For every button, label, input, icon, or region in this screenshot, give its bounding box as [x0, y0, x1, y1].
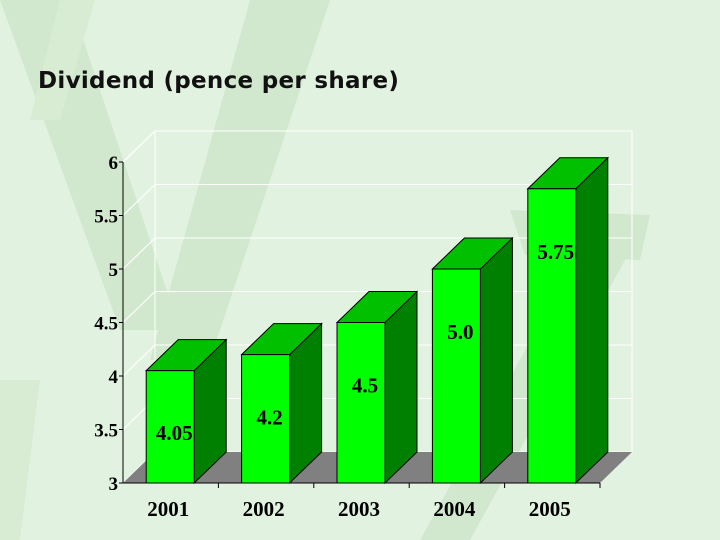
bar-front — [241, 354, 291, 484]
data-label: 5.0 — [447, 320, 473, 344]
bar-front — [145, 370, 195, 484]
bar-front — [527, 188, 577, 484]
y-tick-label: 4.5 — [94, 314, 118, 335]
x-category-label: 2005 — [529, 497, 571, 521]
gridline-side — [122, 184, 156, 216]
x-category-label: 2002 — [243, 497, 285, 521]
y-tick-label: 4 — [109, 367, 119, 388]
chart-title: Dividend (pence per share) — [38, 68, 400, 94]
y-tick-label: 3 — [109, 474, 119, 495]
bar-2002 — [240, 322, 323, 485]
bar-front — [431, 268, 481, 484]
data-label: 5.75 — [537, 240, 574, 264]
bar-side — [479, 236, 513, 485]
x-category-label: 2004 — [433, 497, 476, 521]
bar-2004 — [431, 236, 514, 485]
gridline-side — [122, 237, 156, 270]
bar-2001 — [144, 338, 228, 485]
x-category-label: 2001 — [147, 497, 189, 521]
data-label: 4.05 — [156, 421, 193, 445]
y-tick-label: 3.5 — [94, 421, 118, 442]
y-tick-label: 5.5 — [94, 207, 118, 228]
gridline-side — [122, 130, 156, 163]
bar-2005 — [526, 156, 610, 485]
bar-front — [336, 322, 386, 484]
data-label: 4.2 — [256, 406, 282, 430]
gridline-side — [122, 291, 156, 323]
y-tick-label: 6 — [109, 153, 119, 174]
gridline-side — [122, 344, 156, 377]
data-label: 4.5 — [352, 374, 378, 398]
bar-2003 — [335, 290, 419, 485]
y-tick-label: 5 — [109, 260, 119, 281]
bar-side — [384, 290, 418, 485]
bar-side — [575, 156, 609, 485]
x-category-label: 2003 — [338, 497, 380, 521]
